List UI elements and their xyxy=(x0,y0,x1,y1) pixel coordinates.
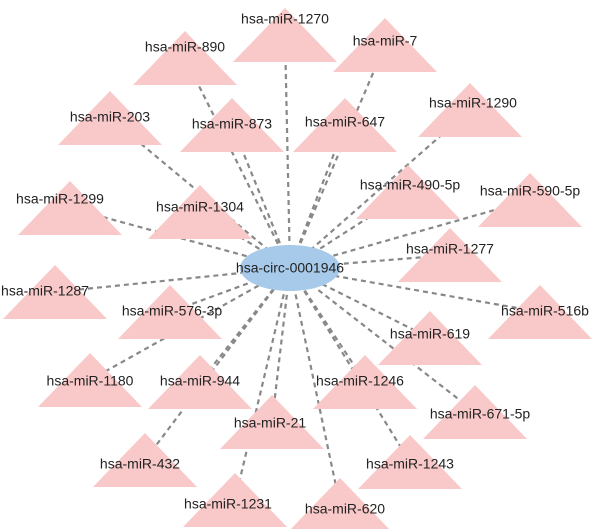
target-label: hsa-miR-619 xyxy=(390,326,470,342)
target-node xyxy=(18,181,122,235)
target-label: hsa-miR-620 xyxy=(305,501,385,517)
edge xyxy=(199,267,291,383)
target-node xyxy=(180,98,284,152)
target-label: hsa-miR-1290 xyxy=(429,95,517,111)
edge xyxy=(289,267,431,339)
target-node xyxy=(148,355,252,409)
target-label: hsa-miR-590-5p xyxy=(480,183,581,199)
target-node xyxy=(423,385,527,439)
target-node xyxy=(478,173,582,227)
target-node xyxy=(118,285,222,339)
target-label: hsa-miR-1243 xyxy=(366,456,454,472)
target-label: hsa-miR-1246 xyxy=(316,373,404,389)
edge xyxy=(289,267,411,463)
target-label: hsa-miR-490-5p xyxy=(360,177,461,193)
target-node xyxy=(290,478,390,529)
target-node xyxy=(488,285,592,339)
target-label: hsa-miR-203 xyxy=(70,109,150,125)
target-node xyxy=(418,83,522,137)
edge xyxy=(270,267,292,423)
target-node xyxy=(183,473,287,527)
target-label: hsa-miR-21 xyxy=(234,415,307,431)
target-node xyxy=(148,185,252,239)
target-label: hsa-miR-873 xyxy=(192,116,272,132)
target-label: hsa-miR-1304 xyxy=(156,199,244,215)
target-node xyxy=(293,98,397,152)
edge xyxy=(288,267,342,506)
target-label: hsa-miR-7 xyxy=(353,33,418,49)
hub-node xyxy=(240,245,340,291)
target-node xyxy=(3,265,107,319)
target-node xyxy=(358,435,462,489)
target-node xyxy=(220,395,324,449)
target-node xyxy=(398,228,502,282)
target-label: hsa-miR-647 xyxy=(305,114,385,130)
edge xyxy=(289,266,541,314)
edge xyxy=(289,267,476,413)
target-node xyxy=(93,433,197,487)
edge xyxy=(144,267,291,461)
target-label: hsa-miR-1287 xyxy=(1,283,89,299)
edge xyxy=(289,198,531,270)
target-node xyxy=(378,311,482,365)
edge xyxy=(233,267,292,501)
target-label: hsa-miR-576-3p xyxy=(122,303,223,319)
target-node xyxy=(38,353,142,407)
target-label: hsa-miR-671-5p xyxy=(430,406,531,422)
target-label: hsa-miR-1231 xyxy=(184,496,272,512)
edge xyxy=(288,44,387,269)
target-node xyxy=(313,355,417,409)
target-label: hsa-miR-890 xyxy=(145,39,225,55)
target-label: hsa-miR-944 xyxy=(160,373,240,389)
target-label: hsa-miR-1180 xyxy=(47,373,134,389)
target-node xyxy=(333,18,437,72)
hub-label: hsa-circ-0001946 xyxy=(236,260,344,276)
target-label: hsa-miR-516b xyxy=(501,303,589,319)
target-node xyxy=(58,91,162,145)
target-label: hsa-miR-432 xyxy=(100,456,180,472)
edge xyxy=(184,57,291,269)
target-label: hsa-miR-1277 xyxy=(406,241,494,257)
target-node xyxy=(356,165,460,219)
target-node xyxy=(133,31,237,85)
target-label: hsa-miR-1299 xyxy=(16,191,104,207)
edge xyxy=(283,34,292,269)
target-node xyxy=(233,8,337,62)
edge xyxy=(89,267,291,381)
target-label: hsa-miR-1270 xyxy=(241,11,329,27)
